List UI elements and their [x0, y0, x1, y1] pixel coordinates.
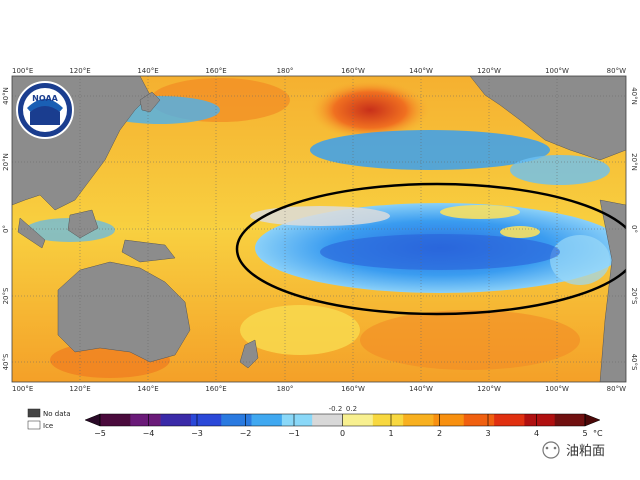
- bottom-lon-label: 100°W: [545, 385, 569, 393]
- colorbar-segment: [524, 414, 555, 426]
- right-lat-label: 40°N: [630, 87, 638, 105]
- colorbar-small-label: 0.2: [346, 405, 357, 413]
- top-lon-label: 140°E: [137, 67, 158, 75]
- colorbar-tick-label: −2: [240, 429, 252, 438]
- bottom-longitude-labels: 100°E 120°E 140°E 160°E 180° 160°W 140°W 120°W 1…: [12, 385, 626, 393]
- north-america-land: [469, 76, 626, 161]
- colorbar-tick-label: −5: [94, 429, 106, 438]
- top-lon-label: 140°W: [409, 67, 433, 75]
- left-lat-label: 20°S: [2, 287, 10, 304]
- colorbar-tick-label: −3: [191, 429, 203, 438]
- right-latitude-labels: 40°N 20°N 0° 20°S 40°S: [630, 87, 638, 371]
- colorbar-segment: [342, 414, 374, 426]
- colorbar-tick-label: −1: [288, 429, 300, 438]
- noaa-logo-text: NOAA: [32, 94, 58, 103]
- top-lon-label: 160°W: [341, 67, 365, 75]
- new-zealand-land: [239, 339, 259, 369]
- bottom-lon-label: 120°E: [69, 385, 90, 393]
- colorbar-segment: [312, 414, 343, 426]
- new-guinea-land: [121, 239, 176, 263]
- borneo-land: [67, 209, 99, 239]
- top-lon-label: 120°E: [69, 67, 90, 75]
- colorbar-segment: [494, 414, 525, 426]
- bottom-lon-label: 140°W: [409, 385, 433, 393]
- top-lon-label: 100°E: [12, 67, 33, 75]
- colorbar-segment: [100, 414, 131, 426]
- top-lon-label: 180°: [277, 67, 294, 75]
- left-lat-label: 40°N: [2, 87, 10, 105]
- right-lat-label: 20°N: [630, 153, 638, 171]
- map-panel: [12, 76, 626, 382]
- colorbar-tick-label: 1: [388, 429, 393, 438]
- colorbar-segment: [130, 414, 161, 426]
- top-lon-label: 100°W: [545, 67, 569, 75]
- colorbar-small-label: -0.2: [329, 405, 343, 413]
- bottom-lon-label: 140°E: [137, 385, 158, 393]
- colorbar-segment: [160, 414, 192, 426]
- colorbar-segment: [190, 414, 222, 426]
- colorbar-segment: [221, 414, 252, 426]
- bottom-lon-label: 180°: [277, 385, 294, 393]
- colorbar-tick-label: 3: [485, 429, 490, 438]
- left-lat-label: 40°S: [2, 353, 10, 370]
- data-legend: No data Ice: [27, 408, 71, 430]
- japan-land: [139, 91, 161, 113]
- sumatra-land: [17, 217, 46, 249]
- colorbar-tick-label: 2: [437, 429, 442, 438]
- colorbar-segment: [251, 414, 283, 426]
- colorbar-tick-label: −4: [143, 429, 155, 438]
- watermark: 油粕面: [542, 441, 605, 459]
- noaa-logo: NOAA: [16, 81, 74, 139]
- right-lat-label: 40°S: [630, 354, 638, 371]
- left-lat-label: 0°: [2, 225, 10, 233]
- right-lat-label: 0°: [630, 225, 638, 233]
- top-lon-label: 80°W: [607, 67, 626, 75]
- colorbar: −5 −4 −3 −2 −1 0 1 2 3 4 5 -0.2 0.2 °C: [84, 405, 603, 438]
- colorbar-segment: [372, 414, 404, 426]
- bottom-lon-label: 100°E: [12, 385, 33, 393]
- colorbar-tick-label: 0: [340, 429, 345, 438]
- colorbar-tick-label: 4: [534, 429, 539, 438]
- colorbar-segment: [281, 414, 313, 426]
- south-america-land: [599, 199, 626, 382]
- colorbar-tick-label: 5: [582, 429, 587, 438]
- bottom-lon-label: 80°W: [607, 385, 626, 393]
- top-lon-label: 160°E: [205, 67, 226, 75]
- graticule: [12, 76, 626, 382]
- la-nina-highlight-ellipse: [235, 182, 626, 316]
- top-lon-label: 120°W: [477, 67, 501, 75]
- watermark-text: 油粕面: [566, 444, 605, 459]
- left-lat-label: 20°N: [2, 153, 10, 171]
- colorbar-segment: [463, 414, 495, 426]
- top-longitude-labels: 100°E 120°E 140°E 160°E 180° 160°W 140°W 120°W 1…: [12, 67, 626, 75]
- bottom-lon-label: 120°W: [477, 385, 501, 393]
- left-latitude-labels: 40°N 20°N 0° 20°S 40°S: [2, 87, 10, 370]
- no-data-swatch: [27, 408, 41, 418]
- colorbar-segment: [554, 414, 586, 426]
- no-data-label: No data: [43, 410, 71, 418]
- colorbar-min-arrow: [84, 413, 101, 427]
- colorbar-unit-label: °C: [593, 429, 603, 438]
- colorbar-segment: [433, 414, 465, 426]
- ice-swatch: [27, 420, 41, 430]
- australia-land: [57, 261, 191, 363]
- map-border: [11, 75, 627, 383]
- ice-label: Ice: [43, 422, 53, 430]
- colorbar-segment: [403, 414, 434, 426]
- bottom-lon-label: 160°E: [205, 385, 226, 393]
- colorbar-max-arrow: [584, 413, 601, 427]
- right-lat-label: 20°S: [630, 288, 638, 305]
- bottom-lon-label: 160°W: [341, 385, 365, 393]
